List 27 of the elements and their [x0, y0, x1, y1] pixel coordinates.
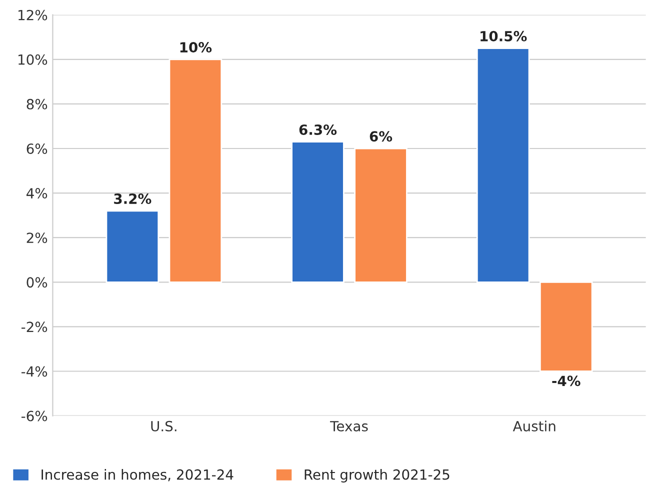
- bar: [291, 141, 344, 283]
- data-label: 6.3%: [299, 124, 337, 135]
- y-tick-label: 10%: [18, 54, 48, 65]
- data-label: 10.5%: [480, 30, 527, 42]
- y-tick-label: 8%: [26, 98, 48, 110]
- data-label: 6%: [370, 131, 392, 142]
- bar: [476, 48, 530, 283]
- x-tick-label: Austin: [512, 420, 556, 432]
- y-tick-label: -6%: [21, 410, 48, 422]
- y-tick-label: -4%: [21, 366, 48, 377]
- x-tick-label: Texas: [330, 421, 368, 432]
- bar: [354, 148, 408, 283]
- y-tick-label: -2%: [21, 322, 48, 332]
- bar: [168, 58, 222, 283]
- y-tick-label: 2%: [26, 232, 48, 244]
- y-tick-label: 0%: [26, 277, 48, 288]
- data-label: 10%: [180, 42, 212, 53]
- y-tick-label: 4%: [26, 188, 48, 199]
- legend-label: Increase in homes, 2021-24: [42, 469, 234, 482]
- bar: [106, 210, 160, 283]
- legend-label: Rent growth 2021-25: [304, 469, 450, 482]
- y-tick-label: 12%: [18, 10, 48, 20]
- x-tick-label: U.S.: [151, 420, 176, 432]
- bar: [539, 281, 593, 372]
- data-label: -4%: [552, 376, 580, 386]
- data-label: 3.2%: [114, 194, 152, 204]
- y-tick-label: 6%: [26, 143, 48, 154]
